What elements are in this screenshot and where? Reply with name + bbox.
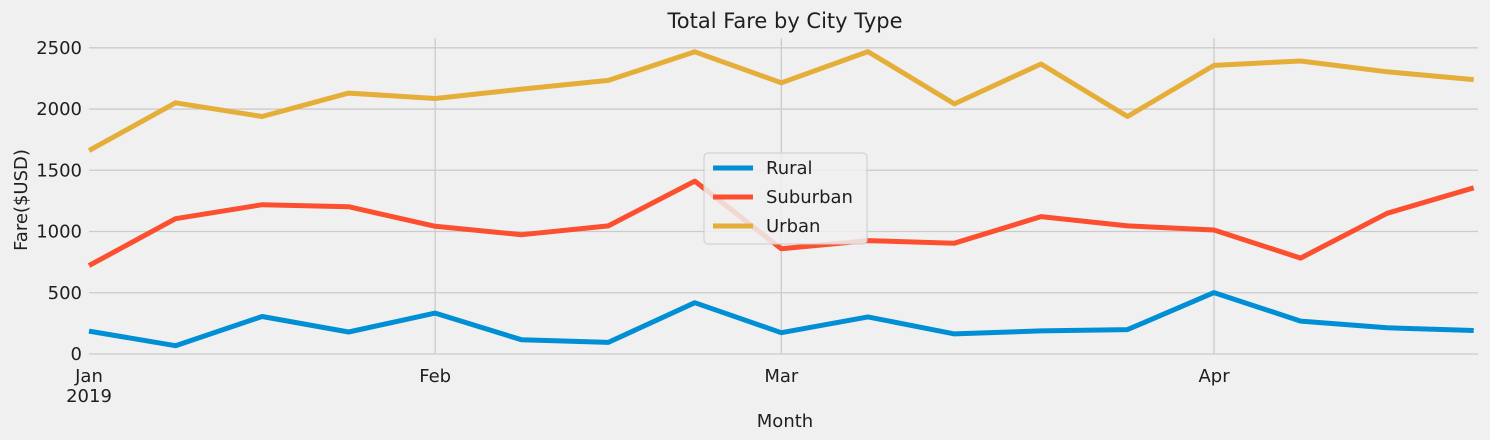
legend-box xyxy=(703,152,868,245)
y-tick-label: 1500 xyxy=(36,160,82,181)
series-line-suburban xyxy=(87,178,1475,268)
x-tick-label: Jan xyxy=(74,366,103,387)
chart-title: Total Fare by City Type xyxy=(666,9,902,33)
y-tick-label: 1000 xyxy=(36,222,82,243)
y-axis-label: Fare($USD) xyxy=(11,149,32,251)
legend-label-suburban: Suburban xyxy=(766,187,853,208)
y-tick-label: 0 xyxy=(71,344,82,365)
series-lines xyxy=(87,49,1475,349)
series-line-rural xyxy=(88,290,1474,349)
x-tick-label: Apr xyxy=(1198,366,1230,387)
y-tick-label: 2000 xyxy=(36,99,82,120)
y-tick-label: 500 xyxy=(48,283,82,304)
legend-label-rural: Rural xyxy=(766,158,813,179)
y-axis-ticks: 0 500 1000 1500 2000 2500 xyxy=(36,38,82,365)
legend: Rural Suburban Urban xyxy=(703,152,868,245)
x-axis-year-label: 2019 xyxy=(66,386,112,407)
y-tick-label: 2500 xyxy=(36,38,82,59)
x-tick-label: Feb xyxy=(419,366,451,387)
x-tick-label: Mar xyxy=(764,366,799,387)
x-axis-ticks: Jan Feb Mar Apr xyxy=(74,366,1230,387)
x-axis-label: Month xyxy=(757,411,813,432)
series-line-urban xyxy=(87,49,1474,153)
legend-label-urban: Urban xyxy=(766,216,820,237)
